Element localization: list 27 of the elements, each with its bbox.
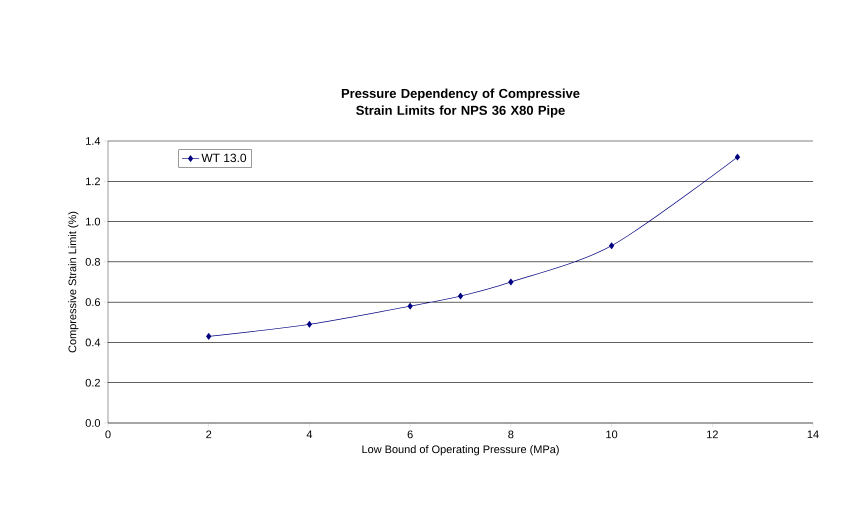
x-tick-label: 8 (508, 430, 514, 438)
x-tick-label: 4 (306, 430, 312, 438)
x-tick-label: 14 (808, 430, 819, 438)
y-tick-label: 1.4 (86, 137, 100, 145)
y-tick-label: 0.6 (86, 298, 100, 306)
x-tick-label: 6 (408, 430, 413, 438)
point (608, 242, 614, 250)
x-tick-label: 12 (707, 430, 718, 438)
x-tick-label: 2 (206, 430, 212, 438)
point (734, 154, 740, 160)
y-tick-label: 0.8 (86, 258, 100, 266)
y-tick-label: 0.4 (86, 338, 100, 346)
point (306, 320, 312, 328)
legend-label: WT 13.0 (201, 154, 246, 162)
chart-title: Pressure Dependency of Compressive Strain Limits for NPS 36 X80 Pipe (342, 88, 580, 118)
y-tick-label: 1.0 (86, 218, 100, 226)
x-axis-title: Low Bound of Operating Pressure (MPa) (362, 445, 559, 456)
x-tick-label: 10 (606, 430, 618, 438)
point (206, 333, 212, 340)
point (508, 278, 514, 286)
y-tick-label: 1.2 (86, 177, 100, 186)
point (458, 292, 464, 300)
point (408, 302, 413, 310)
y-tick-label: 0.2 (86, 378, 100, 387)
x-tick-label: 0 (105, 430, 111, 438)
y-tick-label: 0.0 (86, 419, 100, 427)
y-axis-title: Compressive Strain Limit (%) (68, 212, 78, 352)
